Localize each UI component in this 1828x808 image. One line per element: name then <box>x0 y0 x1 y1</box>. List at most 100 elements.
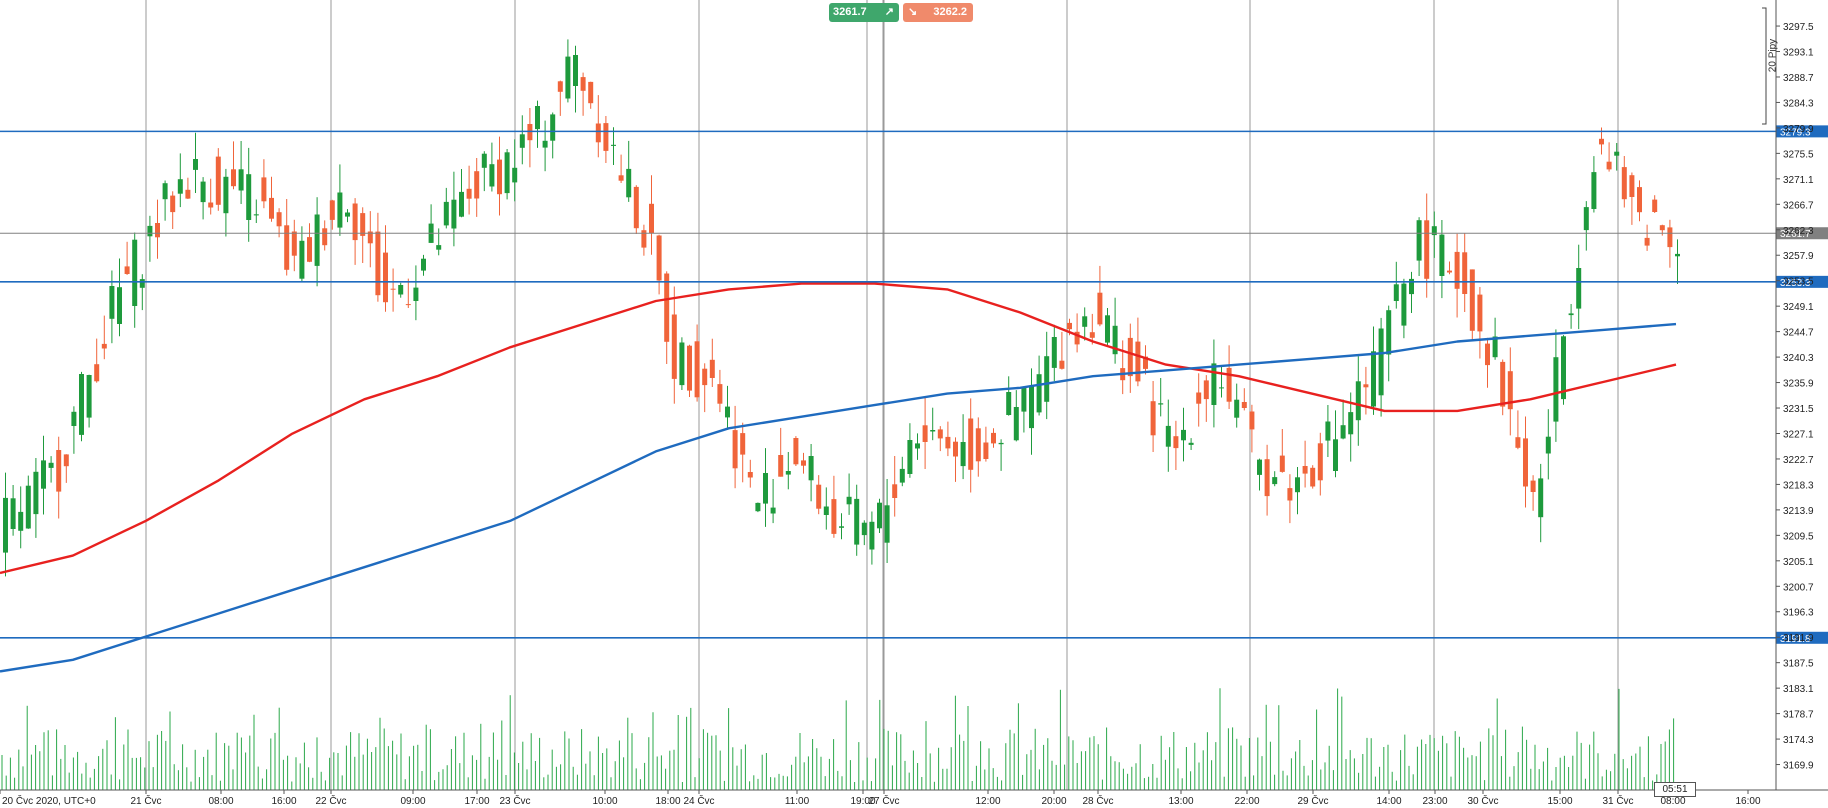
candle-body <box>937 429 943 439</box>
candle-body <box>1371 351 1376 407</box>
candle-body <box>565 56 571 99</box>
candle-body <box>1089 332 1095 338</box>
moving-average-blue <box>0 322 1677 673</box>
candle <box>1249 404 1255 453</box>
candle <box>1652 195 1658 213</box>
candle-body <box>1583 207 1589 231</box>
candle-body <box>497 159 502 195</box>
candle-body <box>899 468 905 483</box>
price-tick-label: 3209.5 <box>1783 531 1814 542</box>
candle-body <box>307 237 312 262</box>
candle-body <box>861 522 867 536</box>
candle <box>1279 429 1285 473</box>
candle <box>489 142 495 192</box>
candle-body <box>922 425 928 442</box>
candle-body <box>1165 425 1171 447</box>
candle-body <box>573 55 578 86</box>
candle-body <box>930 430 936 432</box>
price-tick-label: 3205.1 <box>1783 557 1814 568</box>
candle-body <box>1530 480 1536 492</box>
candle-body <box>261 177 267 202</box>
candle <box>193 132 198 193</box>
ask-price-button[interactable]: ↘ 3262.2 <box>903 3 973 22</box>
candle-body <box>740 433 746 455</box>
candle <box>1606 142 1612 172</box>
time-tick-label: 15:00 <box>1547 796 1572 807</box>
candle-body <box>1264 459 1270 497</box>
candle <box>481 151 487 192</box>
candle-body <box>1112 325 1118 355</box>
candle-body <box>732 430 738 469</box>
candle <box>1454 233 1460 318</box>
candle <box>238 141 244 204</box>
candle <box>694 324 700 402</box>
candle-body <box>1340 425 1346 439</box>
candle <box>527 108 533 168</box>
candle-body <box>1295 477 1300 493</box>
price-tick-label: 3266.7 <box>1783 200 1814 211</box>
candle-body <box>1082 316 1088 327</box>
moving-averages <box>0 282 1677 673</box>
candle <box>1074 313 1080 353</box>
candle-body <box>1637 187 1642 213</box>
candle-body <box>413 287 419 301</box>
candle-body <box>1469 269 1475 331</box>
bid-price-button[interactable]: 3261.7 ↗ <box>829 3 899 22</box>
candle <box>56 436 62 519</box>
candle-body <box>725 406 730 418</box>
candle-body <box>1614 151 1620 156</box>
candle <box>1576 244 1582 330</box>
candle-body <box>1667 227 1673 248</box>
candle <box>907 423 913 478</box>
candle <box>611 127 616 165</box>
candle-body <box>542 140 548 148</box>
candle-body <box>831 499 837 534</box>
candle <box>177 153 183 208</box>
price-tick-label: 3262.3 <box>1783 226 1814 237</box>
candle-body <box>709 359 715 378</box>
candle-body <box>1302 466 1308 474</box>
candle-body <box>86 375 92 418</box>
candle-body <box>200 181 206 203</box>
candle-body <box>975 428 981 462</box>
price-level-label: 3279.3 <box>1780 127 1811 138</box>
candle <box>899 456 905 487</box>
candle <box>1310 465 1316 489</box>
candle <box>1082 307 1088 341</box>
candle <box>451 171 457 247</box>
candle-body <box>1378 328 1384 396</box>
candle <box>1006 376 1012 416</box>
candle-timer: 05:51 <box>1654 782 1696 797</box>
candle <box>1295 467 1300 515</box>
candle-body <box>1036 374 1042 413</box>
candle <box>550 112 556 159</box>
candle <box>132 232 138 328</box>
candle-body <box>1401 283 1407 326</box>
candle-body <box>519 134 525 148</box>
candle-body <box>269 197 274 219</box>
time-tick-label: 24 Čvc <box>683 794 714 807</box>
candle <box>626 140 632 202</box>
candle <box>732 405 738 489</box>
candle <box>329 199 335 230</box>
candle <box>945 421 951 457</box>
horizontal-levels: 3279.3 3253.3 3191.8 3261.7 <box>0 125 1828 645</box>
candle-body <box>299 240 305 279</box>
candle-body <box>1439 234 1445 276</box>
price-tick-label: 3284.3 <box>1783 98 1814 109</box>
candle-body <box>1127 337 1133 377</box>
candle <box>1181 407 1186 462</box>
candlesticks <box>3 39 1680 577</box>
candle <box>975 417 981 477</box>
time-tick-label: 14:00 <box>1376 796 1401 807</box>
time-tick-label: 29 Čvc <box>1297 794 1328 807</box>
candle-body <box>48 462 54 468</box>
ask-price: 3262.2 <box>933 6 967 18</box>
candle <box>1272 471 1278 487</box>
candle <box>618 154 624 183</box>
candle <box>1013 390 1019 442</box>
candle <box>367 211 373 268</box>
candle-body <box>314 214 320 266</box>
price-tick-label: 3249.1 <box>1783 302 1814 313</box>
